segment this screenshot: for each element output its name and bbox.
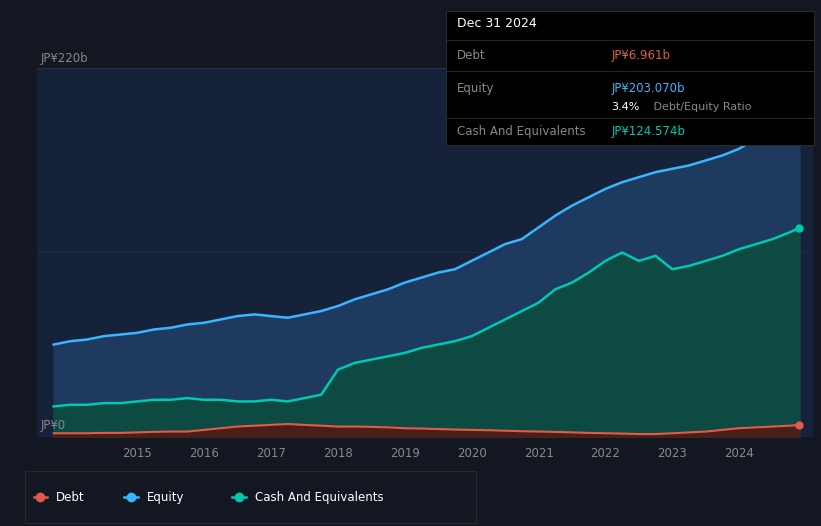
Text: Debt: Debt xyxy=(456,49,485,62)
Text: Cash And Equivalents: Cash And Equivalents xyxy=(456,125,585,138)
Text: JP¥220b: JP¥220b xyxy=(40,52,88,65)
Text: JP¥124.574b: JP¥124.574b xyxy=(612,125,686,138)
Text: 3.4%: 3.4% xyxy=(612,102,640,112)
Text: Debt/Equity Ratio: Debt/Equity Ratio xyxy=(650,102,751,112)
Text: JP¥0: JP¥0 xyxy=(40,419,66,431)
Text: Debt: Debt xyxy=(57,491,85,503)
Text: Equity: Equity xyxy=(456,82,494,95)
Text: JP¥6.961b: JP¥6.961b xyxy=(612,49,670,62)
Text: Cash And Equivalents: Cash And Equivalents xyxy=(255,491,383,503)
Text: JP¥203.070b: JP¥203.070b xyxy=(612,82,685,95)
Text: Equity: Equity xyxy=(147,491,184,503)
Text: Dec 31 2024: Dec 31 2024 xyxy=(456,17,537,31)
